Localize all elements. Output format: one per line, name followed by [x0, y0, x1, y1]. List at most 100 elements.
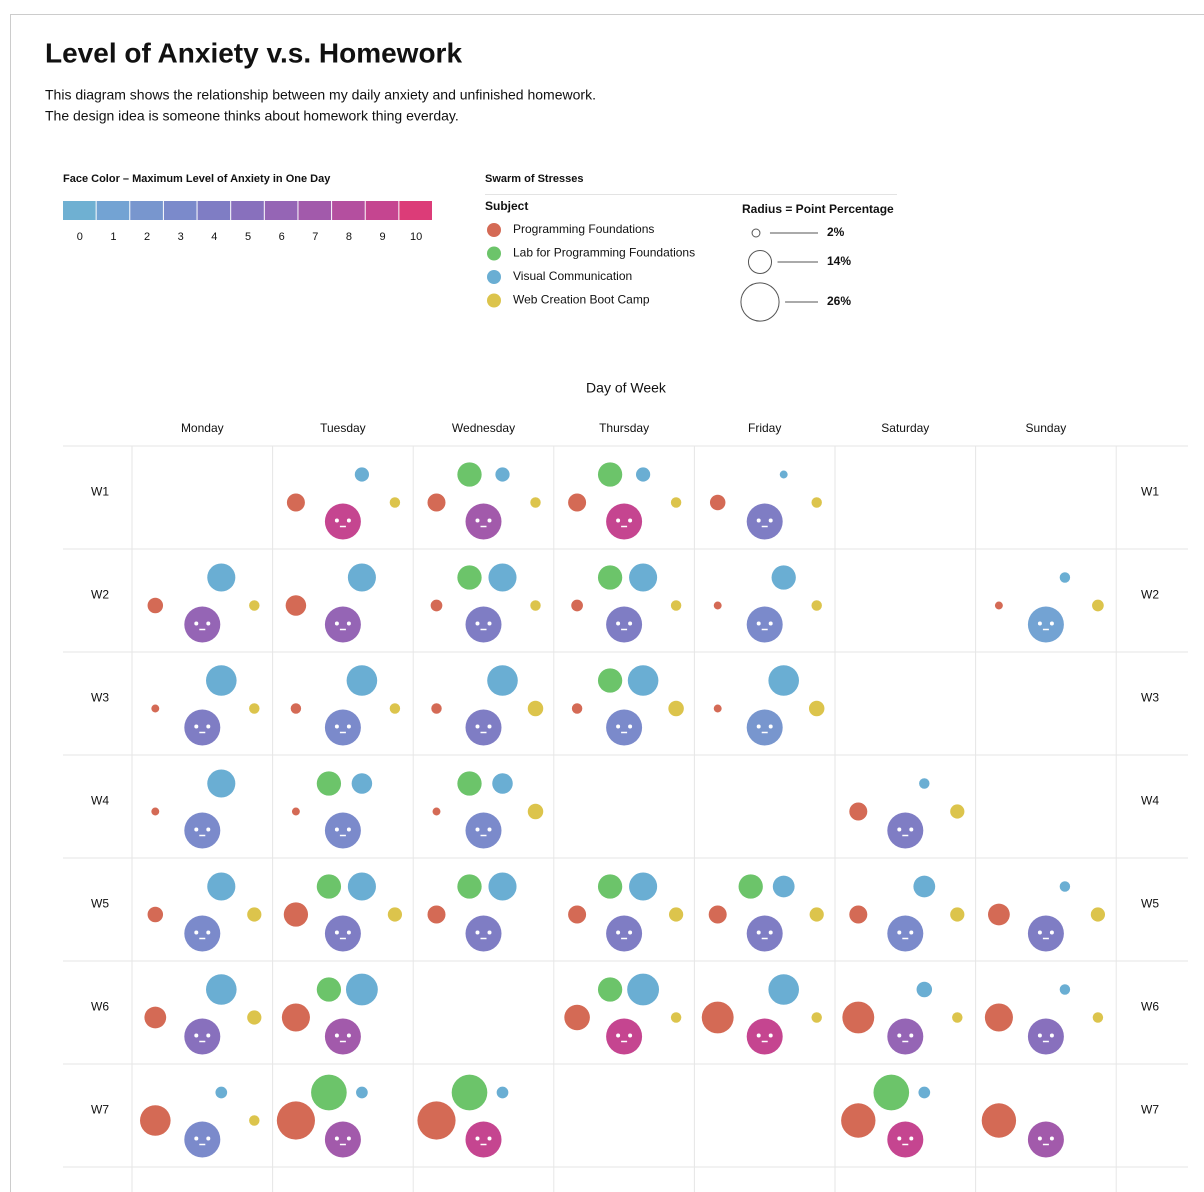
- stress-bubble: [841, 1103, 876, 1138]
- stress-bubble: [144, 1006, 167, 1029]
- stress-bubble: [668, 907, 684, 922]
- face-eye: [206, 1136, 211, 1141]
- face-eye: [206, 621, 211, 626]
- legend-title: Face Color – Maximum Level of Anxiety in…: [63, 173, 331, 185]
- stress-bubble: [708, 905, 727, 924]
- face: [887, 1018, 924, 1055]
- stress-bubble: [431, 703, 442, 714]
- face-eye: [487, 930, 492, 935]
- stress-bubble: [913, 875, 936, 898]
- face: [324, 503, 361, 540]
- stress-bubble: [530, 600, 541, 611]
- week-label: W3: [91, 691, 109, 705]
- stress-bubble: [713, 601, 722, 610]
- stress-bubble: [768, 974, 799, 1005]
- stress-bubble: [627, 973, 660, 1006]
- stress-bubble: [571, 703, 583, 714]
- face: [887, 915, 924, 952]
- face: [465, 503, 502, 540]
- stress-bubble: [206, 665, 237, 696]
- face-eye: [909, 1033, 914, 1038]
- face: [1027, 1121, 1064, 1158]
- stress-bubble: [430, 599, 443, 612]
- stress-bubble: [811, 497, 822, 508]
- face-eye: [346, 1136, 351, 1141]
- stress-bubble: [1059, 984, 1071, 995]
- week-label: W6: [91, 1000, 109, 1014]
- stress-bubble: [771, 565, 796, 590]
- subject-swatch: [487, 293, 501, 308]
- stress-bubble: [809, 907, 824, 922]
- day-label: Thursday: [599, 421, 649, 435]
- week-label: W2: [91, 588, 109, 602]
- face-eye: [756, 724, 761, 729]
- face-eye: [194, 724, 199, 729]
- face: [606, 915, 643, 952]
- face: [887, 1121, 924, 1158]
- face-eye: [487, 724, 492, 729]
- stress-bubble: [629, 563, 658, 592]
- stress-bubble: [283, 902, 309, 927]
- week-label: W2: [1141, 588, 1159, 602]
- stress-bubble: [950, 907, 965, 922]
- face-eye: [616, 1033, 621, 1038]
- color-label: 10: [410, 231, 422, 243]
- title: Level of Anxiety v.s. Homework: [45, 37, 462, 68]
- legend-subtitle: Subject: [485, 199, 528, 213]
- color-swatch: [332, 201, 365, 220]
- stress-bubble: [140, 1105, 171, 1136]
- stress-bubble: [427, 905, 446, 924]
- stress-bubble: [670, 600, 682, 611]
- face: [1027, 606, 1064, 643]
- stress-bubble: [496, 1086, 509, 1099]
- stress-bubble: [670, 1012, 682, 1023]
- size-key: [747, 249, 773, 275]
- face-eye: [475, 621, 480, 626]
- color-label: 1: [110, 231, 116, 243]
- face-eye: [206, 930, 211, 935]
- color-label: 7: [312, 231, 318, 243]
- stress-bubble: [772, 875, 795, 898]
- face: [746, 709, 783, 746]
- stress-bubble: [207, 872, 236, 901]
- stress-bubble: [495, 467, 510, 482]
- stress-bubble: [291, 807, 300, 816]
- face-eye: [768, 724, 773, 729]
- face-eye: [334, 621, 339, 626]
- face: [746, 915, 783, 952]
- stress-bubble: [249, 1115, 260, 1126]
- stress-bubble: [247, 907, 262, 922]
- face: [324, 606, 361, 643]
- legend-subtitle: Radius = Point Percentage: [742, 202, 894, 216]
- stress-bubble: [347, 563, 376, 592]
- week-label: W3: [1141, 691, 1159, 705]
- stress-bubble: [709, 494, 726, 511]
- legend-title: Swarm of Stresses: [485, 173, 583, 185]
- stress-bubble: [627, 665, 659, 696]
- stress-bubble: [1059, 881, 1071, 892]
- stress-bubble: [988, 903, 1010, 926]
- color-swatch: [298, 201, 332, 220]
- day-label: Friday: [748, 421, 781, 435]
- face-eye: [346, 518, 351, 523]
- stress-bubble: [597, 462, 623, 487]
- face-eye: [1037, 930, 1042, 935]
- face-eye: [897, 930, 902, 935]
- color-label: 4: [211, 231, 217, 243]
- face: [465, 709, 502, 746]
- face: [324, 915, 361, 952]
- face-eye: [628, 621, 633, 626]
- stress-bubble: [994, 601, 1003, 610]
- subject-swatch: [487, 246, 501, 261]
- stress-bubble: [597, 874, 623, 899]
- face-eye: [475, 930, 480, 935]
- face: [184, 812, 221, 849]
- stress-bubble: [356, 1086, 368, 1099]
- face-eye: [206, 1033, 211, 1038]
- stress-bubble: [635, 467, 651, 482]
- face-eye: [346, 621, 351, 626]
- stress-bubble: [290, 703, 302, 714]
- week-label: W6: [1141, 1000, 1159, 1014]
- stress-bubble: [950, 804, 965, 819]
- color-label: 9: [379, 231, 385, 243]
